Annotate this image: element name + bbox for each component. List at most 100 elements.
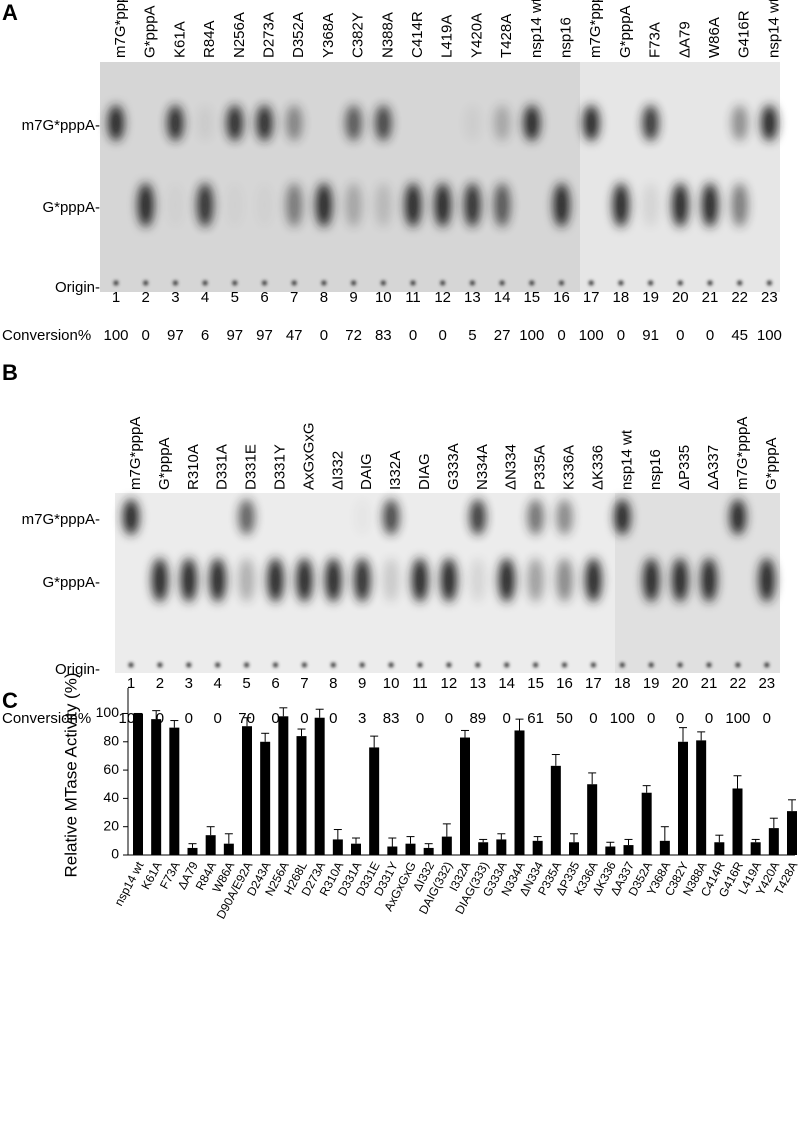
substrate-spot	[494, 183, 511, 227]
product-spot	[123, 499, 139, 535]
lane-number: 8	[329, 675, 337, 692]
origin-spot	[469, 280, 475, 286]
lane-number: 8	[320, 289, 328, 306]
row-label: Origin-	[55, 279, 100, 296]
product-spot	[375, 105, 392, 141]
lane-number: 2	[142, 289, 150, 306]
bar	[423, 847, 434, 855]
bar	[351, 843, 361, 855]
origin-spot	[202, 280, 208, 286]
conversion-value: 0	[185, 710, 193, 727]
bar	[296, 736, 307, 855]
bar	[696, 740, 707, 855]
lane-number: 21	[701, 675, 718, 692]
origin-spot	[172, 280, 178, 286]
lane-number: 20	[672, 675, 689, 692]
conversion-value: 0	[156, 710, 164, 727]
conversion-value: 3	[358, 710, 366, 727]
origin-spot	[648, 662, 654, 668]
lane-number: 13	[464, 289, 481, 306]
lane-label: G*pppA	[617, 5, 634, 58]
conversion-value: 97	[256, 327, 273, 344]
substrate-spot	[642, 183, 659, 227]
bar	[151, 719, 162, 855]
bar	[714, 842, 725, 855]
origin-spot	[735, 662, 741, 668]
conversion-value: 0	[300, 710, 308, 727]
product-spot	[354, 499, 370, 535]
lane-label: K336A	[560, 445, 577, 490]
origin-spot	[706, 662, 712, 668]
conversion-value: 100	[103, 327, 128, 344]
product-spot	[464, 105, 481, 141]
substrate-spot	[498, 558, 515, 602]
bar	[478, 842, 489, 855]
lane-number: 10	[375, 289, 392, 306]
conversion-value: 100	[610, 710, 635, 727]
substrate-spot	[257, 183, 273, 227]
lane-label: nsp16	[647, 449, 664, 490]
lane-label: I332A	[387, 451, 404, 490]
conversion-value: 0	[329, 710, 337, 727]
product-spot	[383, 499, 400, 535]
bar	[514, 730, 525, 855]
panel-letter: C	[2, 688, 18, 713]
substrate-spot	[354, 558, 371, 602]
lane-label: N256A	[231, 12, 248, 58]
row-label: m7G*pppA-	[22, 117, 100, 134]
lane-number: 7	[300, 675, 308, 692]
conversion-value: 83	[383, 710, 400, 727]
origin-spot	[446, 662, 452, 668]
conversion-value: 91	[642, 327, 659, 344]
lane-label: N388A	[379, 12, 396, 58]
substrate-spot	[731, 183, 748, 227]
y-tick-label: 60	[103, 761, 119, 777]
origin-spot	[562, 662, 567, 668]
bar	[732, 788, 743, 855]
y-tick-label: 100	[96, 704, 120, 720]
chart: Relative MTase Activity (%) 020406080100…	[61, 673, 800, 922]
bar	[496, 839, 507, 855]
lane-number: 4	[201, 289, 209, 306]
panel-letter: A	[2, 0, 18, 25]
y-tick-label: 20	[103, 817, 119, 833]
bar	[242, 726, 252, 855]
lane-number: 22	[730, 675, 747, 692]
lane-number: 17	[585, 675, 602, 692]
origin-spot	[440, 280, 446, 286]
lane-label: ΔN334	[503, 444, 520, 490]
substrate-spot	[167, 183, 183, 227]
substrate-spot	[672, 183, 689, 227]
lane-number: 10	[383, 675, 400, 692]
conversion-value: 0	[706, 327, 714, 344]
product-spot	[527, 499, 544, 535]
substrate-spot	[137, 183, 154, 227]
conversion-value: 0	[705, 710, 713, 727]
conversion-value: 0	[503, 710, 511, 727]
lane-number: 11	[405, 289, 421, 306]
substrate-spot	[405, 183, 421, 227]
lane-number: 3	[171, 289, 179, 306]
substrate-spot	[345, 183, 362, 227]
lane-label: m7G*pppA	[127, 417, 144, 490]
conversion-value: 0	[617, 327, 625, 344]
conversion-value: 0	[676, 710, 684, 727]
substrate-spot	[227, 183, 243, 227]
substrate-spot	[469, 558, 486, 602]
bar	[532, 840, 543, 855]
lane-label: nsp14 wt	[765, 0, 782, 58]
product-spot	[494, 105, 511, 141]
y-tick-label: 40	[103, 789, 119, 805]
origin-spot	[301, 662, 307, 668]
origin-spot	[232, 280, 238, 286]
conversion-value: 100	[579, 327, 604, 344]
product-spot	[761, 105, 778, 141]
origin-spot	[588, 280, 594, 286]
lane-label: T428A	[498, 14, 515, 58]
lane-label: R84A	[201, 20, 218, 58]
lane-number: 4	[214, 675, 222, 692]
substrate-spot	[315, 183, 332, 227]
row-label: Origin-	[55, 661, 100, 678]
lane-number: 13	[469, 675, 486, 692]
bar	[787, 811, 797, 855]
